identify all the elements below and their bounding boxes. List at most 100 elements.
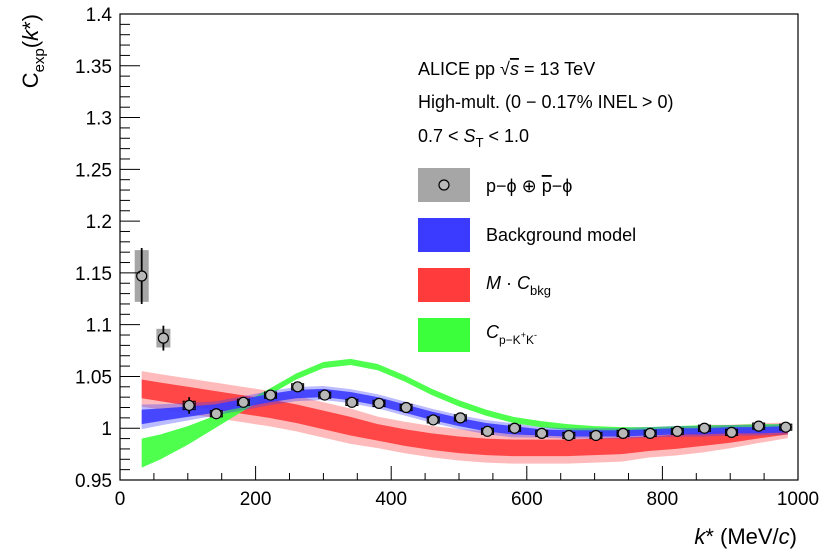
syst-bracket-right	[572, 431, 576, 440]
syst-bracket-left	[616, 429, 620, 438]
x-tick-label: 400	[375, 489, 407, 510]
syst-bracket-left	[562, 431, 565, 440]
legend-data-label: p−ϕ ⊕ p−ϕ	[486, 176, 572, 196]
annotation-collision: ALICE pp √s = 13 TeV	[418, 59, 595, 79]
syst-bracket-left	[264, 391, 267, 399]
data-point	[752, 420, 766, 432]
x-tick-label: 1000	[777, 489, 819, 510]
data-marker	[644, 427, 656, 439]
data-point	[236, 396, 250, 408]
data-point	[156, 325, 171, 351]
syst-bracket-left	[589, 431, 592, 440]
syst-bracket-left	[372, 399, 375, 407]
legend-mcbkg-label: M · Cbkg	[486, 273, 551, 298]
syst-bracket-left	[779, 423, 782, 431]
x-tick-label: 0	[115, 489, 126, 510]
legend-cpkk-swatch	[418, 318, 470, 352]
syst-bracket-right	[654, 429, 657, 438]
y-tick-label: 1.15	[75, 264, 112, 285]
data-point	[399, 401, 413, 414]
data-marker	[373, 397, 385, 409]
data-marker	[292, 381, 304, 393]
data-marker	[346, 396, 358, 408]
data-marker	[563, 429, 575, 442]
data-marker	[427, 414, 439, 426]
syst-bracket-left	[480, 427, 484, 435]
y-tick-label: 1.35	[75, 57, 112, 78]
data-marker	[671, 425, 683, 437]
y-tick-label: 0.95	[75, 471, 112, 492]
data-marker	[400, 401, 412, 414]
syst-bracket-left	[697, 424, 701, 432]
legend-data-marker	[438, 179, 450, 191]
legend-mcbkg-swatch	[418, 268, 470, 302]
syst-bracket-right	[247, 398, 250, 406]
legend-background-label: Background model	[486, 225, 636, 245]
data-marker	[536, 427, 548, 439]
legend-background-swatch	[418, 218, 470, 252]
y-tick-label: 1.25	[75, 160, 112, 181]
y-tick-label: 1	[101, 419, 112, 440]
syst-bracket-left	[535, 429, 538, 438]
data-point	[562, 429, 576, 442]
y-axis-title: Cexp(k*)	[18, 14, 48, 88]
data-marker	[590, 429, 602, 442]
data-point	[725, 426, 739, 438]
data-point	[453, 412, 467, 424]
syst-bracket-right	[762, 422, 766, 430]
data-point	[209, 408, 223, 420]
syst-bracket-left	[670, 427, 674, 435]
data-point	[589, 429, 603, 442]
data-point	[291, 381, 305, 393]
syst-bracket-right	[599, 431, 603, 440]
syst-bracket-left	[182, 400, 186, 411]
x-tick-label: 600	[511, 489, 543, 510]
band-background-model	[141, 388, 788, 437]
y-tick-label: 1.1	[86, 316, 112, 337]
syst-bracket-left	[345, 398, 348, 406]
syst-bracket-right	[274, 391, 278, 399]
data-marker	[753, 420, 765, 432]
theory-bands	[141, 358, 788, 468]
data-marker	[698, 422, 711, 434]
syst-bracket-left	[318, 391, 321, 399]
syst-bracket-left	[291, 383, 294, 391]
data-point	[480, 425, 494, 437]
data-marker	[454, 412, 466, 424]
syst-bracket-left	[236, 398, 240, 406]
data-point	[426, 414, 440, 426]
syst-bracket-right	[708, 424, 711, 432]
x-axis-title: k* (MeV/c)	[694, 524, 797, 549]
syst-bracket-right	[328, 391, 332, 399]
band-background-outer	[141, 385, 788, 439]
data-point	[670, 425, 684, 437]
y-tick-label: 1.4	[86, 5, 113, 26]
syst-bracket-right	[193, 400, 196, 411]
syst-bracket-left	[209, 410, 213, 418]
data-point	[535, 427, 549, 439]
syst-bracket-right	[518, 424, 522, 432]
x-tick-label: 200	[240, 489, 272, 510]
y-tick-label: 1.2	[86, 212, 112, 233]
syst-bracket-right	[627, 429, 630, 438]
syst-bracket-right	[355, 398, 359, 406]
syst-bracket-left	[752, 422, 755, 430]
data-marker	[481, 425, 494, 437]
syst-bracket-left	[508, 424, 511, 432]
legend-cpkk-label: Cp−K+K-	[486, 322, 537, 347]
syst-bracket-right	[681, 427, 684, 435]
syst-bracket-right	[545, 429, 549, 438]
data-marker	[210, 408, 222, 420]
y-tick-label: 1.05	[75, 367, 112, 388]
data-marker	[157, 332, 169, 344]
data-marker	[237, 396, 249, 408]
data-marker	[264, 389, 277, 401]
band-mcbkg	[141, 379, 788, 457]
data-point	[182, 397, 196, 414]
syst-bracket-right	[735, 428, 739, 436]
data-point	[318, 389, 332, 401]
annotation-sphericity: 0.7 < ST < 1.0	[418, 126, 529, 150]
data-marker	[725, 426, 738, 438]
syst-bracket-right	[437, 416, 440, 424]
